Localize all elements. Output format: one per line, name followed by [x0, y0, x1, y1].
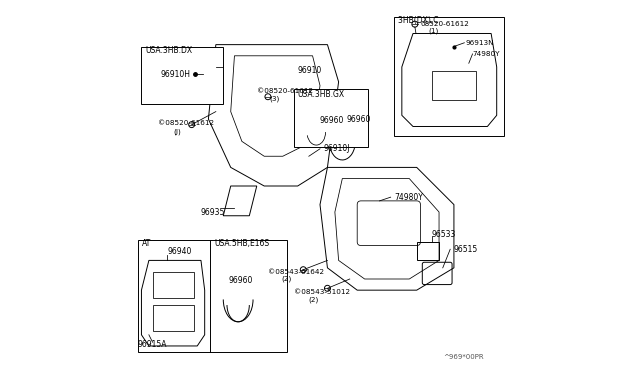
Text: 96910: 96910 — [298, 66, 322, 75]
Text: 96533: 96533 — [431, 230, 456, 239]
Bar — [294, 89, 369, 147]
Text: 96915A: 96915A — [138, 340, 167, 349]
Bar — [417, 242, 439, 260]
Bar — [152, 272, 193, 298]
Text: 96515: 96515 — [454, 245, 478, 254]
Bar — [138, 240, 287, 352]
Text: (J): (J) — [173, 129, 181, 135]
Text: 08520-61612: 08520-61612 — [420, 21, 469, 27]
Bar — [152, 305, 193, 331]
Text: USA.3HB.DX: USA.3HB.DX — [145, 46, 192, 55]
Text: ©08520-61612: ©08520-61612 — [257, 88, 313, 94]
Text: (1): (1) — [428, 27, 438, 34]
Text: (2): (2) — [281, 276, 291, 282]
Text: 96960: 96960 — [346, 115, 371, 124]
Text: USA.5HB,E16S: USA.5HB,E16S — [214, 239, 269, 248]
Bar — [141, 46, 223, 104]
Text: 96910J: 96910J — [324, 144, 350, 153]
Bar — [394, 17, 504, 136]
Text: 74980Y: 74980Y — [394, 193, 423, 202]
Text: (2): (2) — [309, 296, 319, 303]
Text: 74980Y: 74980Y — [472, 51, 500, 57]
Text: 96913N: 96913N — [465, 40, 493, 46]
Text: 96935: 96935 — [201, 208, 225, 217]
Text: 96960: 96960 — [229, 276, 253, 285]
Text: 96960: 96960 — [320, 116, 344, 125]
Text: ©08543-51012: ©08543-51012 — [294, 289, 350, 295]
Bar — [431, 71, 476, 100]
Text: ^969*00PR: ^969*00PR — [443, 354, 483, 360]
Text: USA.3HB.GX: USA.3HB.GX — [298, 90, 345, 99]
Text: AT: AT — [141, 239, 150, 248]
Text: 3HB⁠(DX⁠),C: 3HB⁠(DX⁠),C — [398, 16, 438, 25]
Text: (3): (3) — [270, 95, 280, 102]
Text: 96940: 96940 — [168, 247, 192, 256]
Text: 96910H: 96910H — [160, 70, 190, 79]
Text: ©08520-61612: ©08520-61612 — [158, 120, 214, 126]
Text: ©08543-61642: ©08543-61642 — [268, 269, 324, 275]
